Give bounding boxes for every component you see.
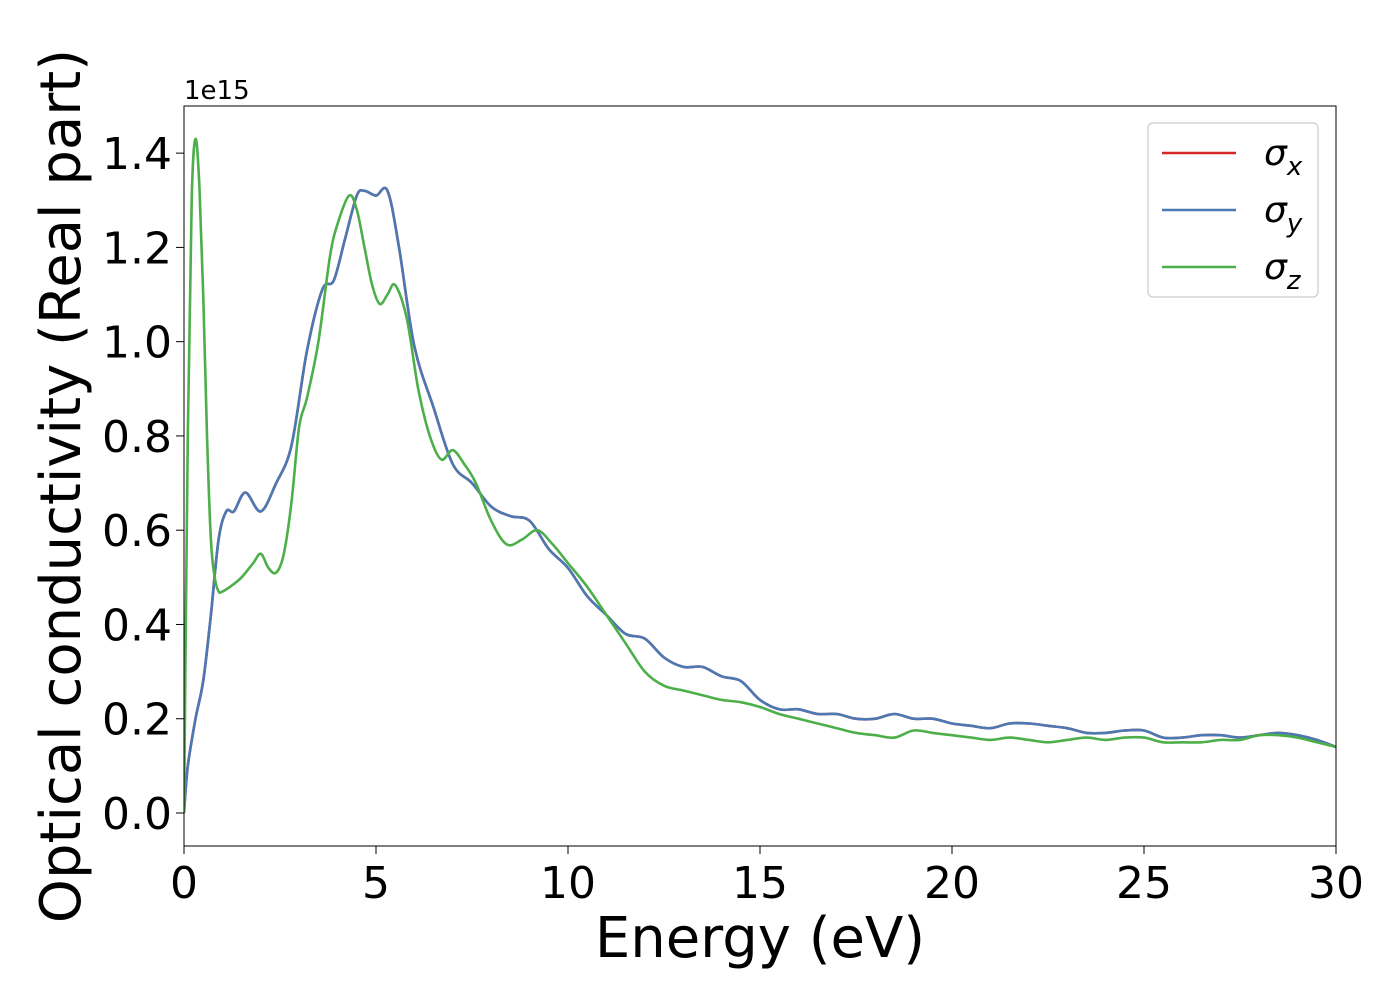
series-line-y	[184, 186, 1336, 814]
legend-label: σx	[1264, 133, 1303, 182]
y-tick-label: 0.2	[102, 695, 172, 746]
y-tick-label: 0.0	[102, 789, 172, 840]
x-tick-label: 15	[732, 858, 788, 909]
series-line-z	[184, 137, 1336, 814]
y-tick-label: 1.0	[102, 318, 172, 369]
legend-item-y: σy	[1162, 190, 1303, 239]
legend-label: σz	[1264, 247, 1302, 296]
x-tick-label: 0	[170, 858, 198, 909]
legend-label: σy	[1264, 190, 1303, 239]
x-axis-ticks: 0 5 10 15 20 25 30	[170, 846, 1364, 909]
y-tick-label: 1.4	[102, 129, 172, 180]
y-tick-label: 0.8	[102, 412, 172, 463]
y-tick-label: 1.2	[102, 223, 172, 274]
x-tick-label: 10	[540, 858, 596, 909]
x-tick-label: 30	[1308, 858, 1364, 909]
x-tick-label: 25	[1116, 858, 1172, 909]
y-axis-ticks: 0.0 0.2 0.4 0.6 0.8 1.0 1.2 1.4	[102, 129, 184, 840]
legend: σx σy σz	[1147, 122, 1319, 298]
x-tick-label: 20	[924, 858, 980, 909]
y-tick-label: 0.6	[102, 506, 172, 557]
y-axis-label: Optical conductivity (Real part)	[29, 49, 94, 923]
plot-layer	[184, 137, 1336, 814]
y-axis-offset-label: 1e15	[184, 76, 250, 106]
x-tick-label: 5	[362, 858, 390, 909]
legend-item-z: σz	[1162, 247, 1302, 296]
y-tick-label: 0.4	[102, 600, 172, 651]
x-axis-label: Energy (eV)	[595, 906, 925, 971]
legend-item-x: σx	[1162, 133, 1303, 182]
